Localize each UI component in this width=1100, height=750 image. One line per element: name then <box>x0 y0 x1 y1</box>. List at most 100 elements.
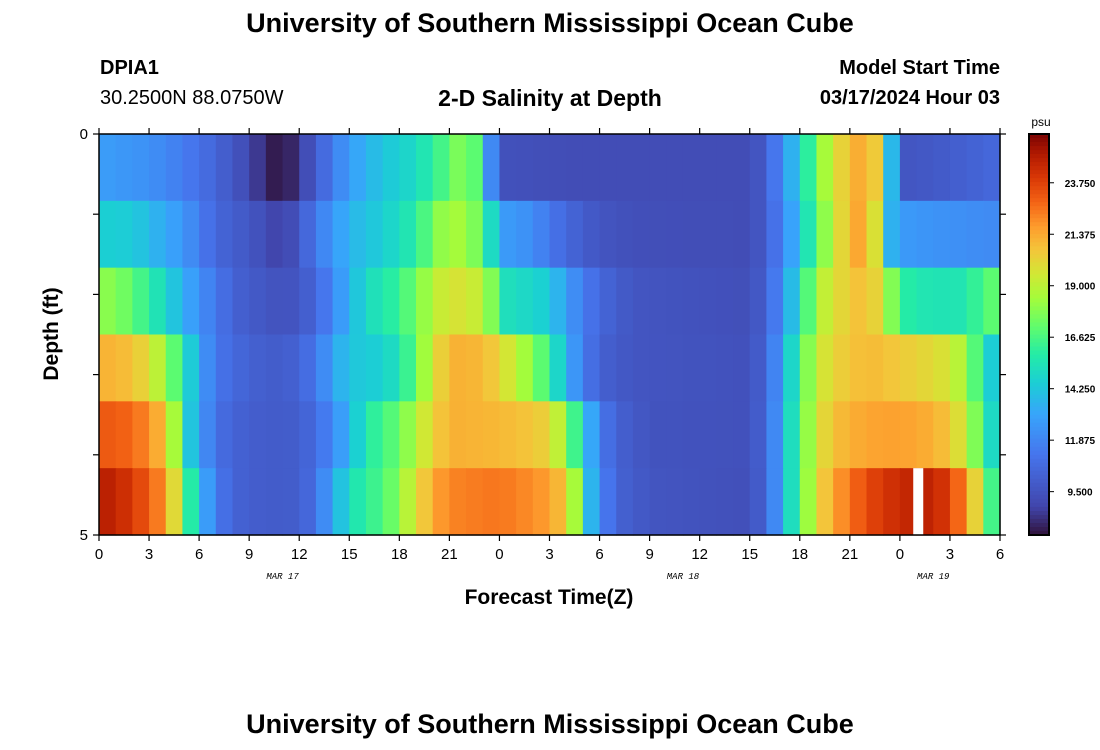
heat-cell <box>149 267 167 336</box>
heat-cell <box>432 267 450 336</box>
colorbar-segment <box>1029 190 1049 195</box>
heat-cell <box>349 401 367 469</box>
colorbar-segment <box>1029 158 1049 163</box>
heat-cell <box>733 468 751 536</box>
heat-cell <box>466 334 484 402</box>
heat-cell <box>916 267 934 336</box>
heat-cell <box>716 401 734 469</box>
colorbar-segment <box>1029 314 1049 320</box>
colorbar-segment <box>1029 442 1049 448</box>
date-label: MAR 17 <box>266 572 299 582</box>
heat-cell <box>983 134 1001 202</box>
colorbar-segment <box>1029 194 1049 199</box>
heat-cell <box>265 134 284 202</box>
heat-cell <box>582 267 601 336</box>
heat-cell <box>783 267 801 336</box>
date-label: MAR 19 <box>917 572 950 582</box>
heat-cell <box>799 468 818 536</box>
heat-cell <box>816 468 834 536</box>
heat-cell <box>232 267 250 336</box>
heat-cell <box>249 267 267 336</box>
x-tick-label: 0 <box>896 546 904 563</box>
heat-cell <box>566 468 584 536</box>
heat-cell <box>482 267 501 336</box>
colorbar-segment <box>1029 278 1049 283</box>
heat-cell <box>482 334 501 402</box>
heat-cell <box>516 200 534 269</box>
colorbar-segment <box>1029 146 1049 151</box>
x-tick-label: 0 <box>95 546 103 563</box>
heat-cell <box>132 401 150 469</box>
colorbar-segment <box>1029 474 1049 480</box>
heat-cell <box>482 401 501 469</box>
heat-cell <box>799 401 818 469</box>
heat-cell <box>199 334 217 402</box>
heat-cell <box>883 267 901 336</box>
heat-cell <box>949 401 968 469</box>
heat-cell <box>299 468 317 536</box>
x-tick-label: 0 <box>495 546 503 563</box>
colorbar-segment <box>1029 174 1049 179</box>
colorbar-segment <box>1029 138 1049 143</box>
colorbar-frame <box>1028 133 1050 536</box>
colorbar-unit: psu <box>1031 115 1050 129</box>
colorbar-tick-label: 21.375 <box>1065 230 1096 241</box>
colorbar-segment <box>1029 362 1049 368</box>
heat-cell <box>899 134 918 202</box>
colorbar-segment <box>1029 478 1049 484</box>
colorbar-segment <box>1029 374 1049 380</box>
x-axis-title: Forecast Time(Z) <box>465 586 634 609</box>
model-start-value: 03/17/2024 Hour 03 <box>819 87 1000 109</box>
heat-cell <box>833 334 851 402</box>
heat-cell <box>399 200 417 269</box>
colorbar-segment <box>1029 526 1049 532</box>
heat-cell <box>416 267 434 336</box>
colorbar-segment <box>1029 326 1049 332</box>
heat-cell <box>315 267 334 336</box>
heat-cell <box>599 134 617 202</box>
heat-cell <box>849 134 868 202</box>
colorbar-segment <box>1029 338 1049 344</box>
heat-cell <box>115 401 133 469</box>
heat-cell <box>315 468 334 536</box>
heat-cell <box>599 200 617 269</box>
heat-cell <box>983 267 1001 336</box>
heat-cell <box>866 468 884 536</box>
colorbar-tick-label: 19.000 <box>1065 282 1096 293</box>
heat-cell <box>549 134 567 202</box>
x-tick-label: 21 <box>441 546 458 563</box>
x-tick-label: 12 <box>291 546 308 563</box>
heat-cell <box>99 134 117 202</box>
heat-cell <box>582 401 601 469</box>
heat-cell <box>99 334 117 402</box>
colorbar-segment <box>1029 490 1049 496</box>
x-tick-label: 3 <box>145 546 153 563</box>
heat-cell <box>766 267 784 336</box>
heat-cell <box>883 200 901 269</box>
heat-cell <box>983 468 1001 536</box>
heat-cell <box>749 468 768 536</box>
heat-cell <box>332 334 350 402</box>
heat-cell <box>232 401 250 469</box>
station-coordinates: 30.2500N 88.0750W <box>100 87 284 109</box>
heat-cell <box>649 468 667 536</box>
heat-cell <box>349 334 367 402</box>
heat-cell <box>416 334 434 402</box>
colorbar-segment <box>1029 454 1049 460</box>
colorbar-segment <box>1029 170 1049 175</box>
colorbar-tick-label: 23.750 <box>1065 179 1096 190</box>
heat-cell <box>149 334 167 402</box>
heat-cell <box>632 267 651 336</box>
heat-cell <box>332 267 350 336</box>
colorbar-segment <box>1029 142 1049 147</box>
heat-cell <box>382 267 400 336</box>
y-axis-tick-labels: 05 <box>80 126 88 544</box>
heat-cell <box>115 267 133 336</box>
heat-cell <box>416 200 434 269</box>
heat-cell <box>115 134 133 202</box>
heat-cell <box>833 267 851 336</box>
heat-cell <box>616 401 634 469</box>
colorbar-segment <box>1029 438 1049 444</box>
heat-cell <box>632 334 651 402</box>
heat-cell <box>883 334 901 402</box>
